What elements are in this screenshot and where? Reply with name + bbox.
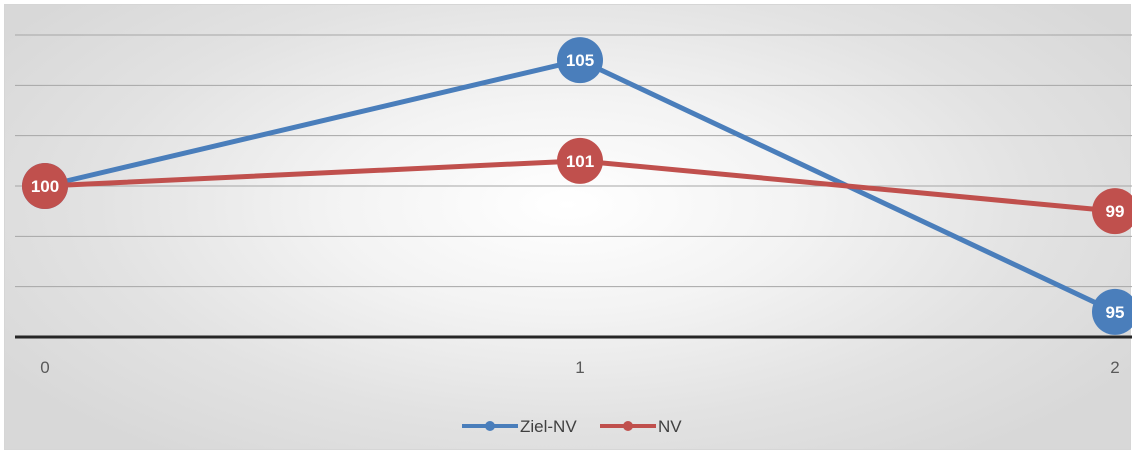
x-tick-label: 2 xyxy=(1110,358,1119,377)
data-label-ziel-nv: 105 xyxy=(566,51,594,70)
legend-swatch-marker-nv xyxy=(623,421,633,431)
legend-swatch-marker-ziel-nv xyxy=(485,421,495,431)
data-label-nv: 100 xyxy=(31,177,59,196)
data-label-nv: 99 xyxy=(1106,202,1125,221)
x-tick-labels: 0 1 2 xyxy=(40,358,1119,377)
x-tick-label: 1 xyxy=(575,358,584,377)
data-label-nv: 101 xyxy=(566,152,594,171)
legend: Ziel-NV NV xyxy=(462,417,682,436)
legend-label-nv: NV xyxy=(658,417,682,436)
data-label-ziel-nv: 95 xyxy=(1106,303,1125,322)
x-tick-label: 0 xyxy=(40,358,49,377)
legend-label-ziel-nv: Ziel-NV xyxy=(520,417,577,436)
